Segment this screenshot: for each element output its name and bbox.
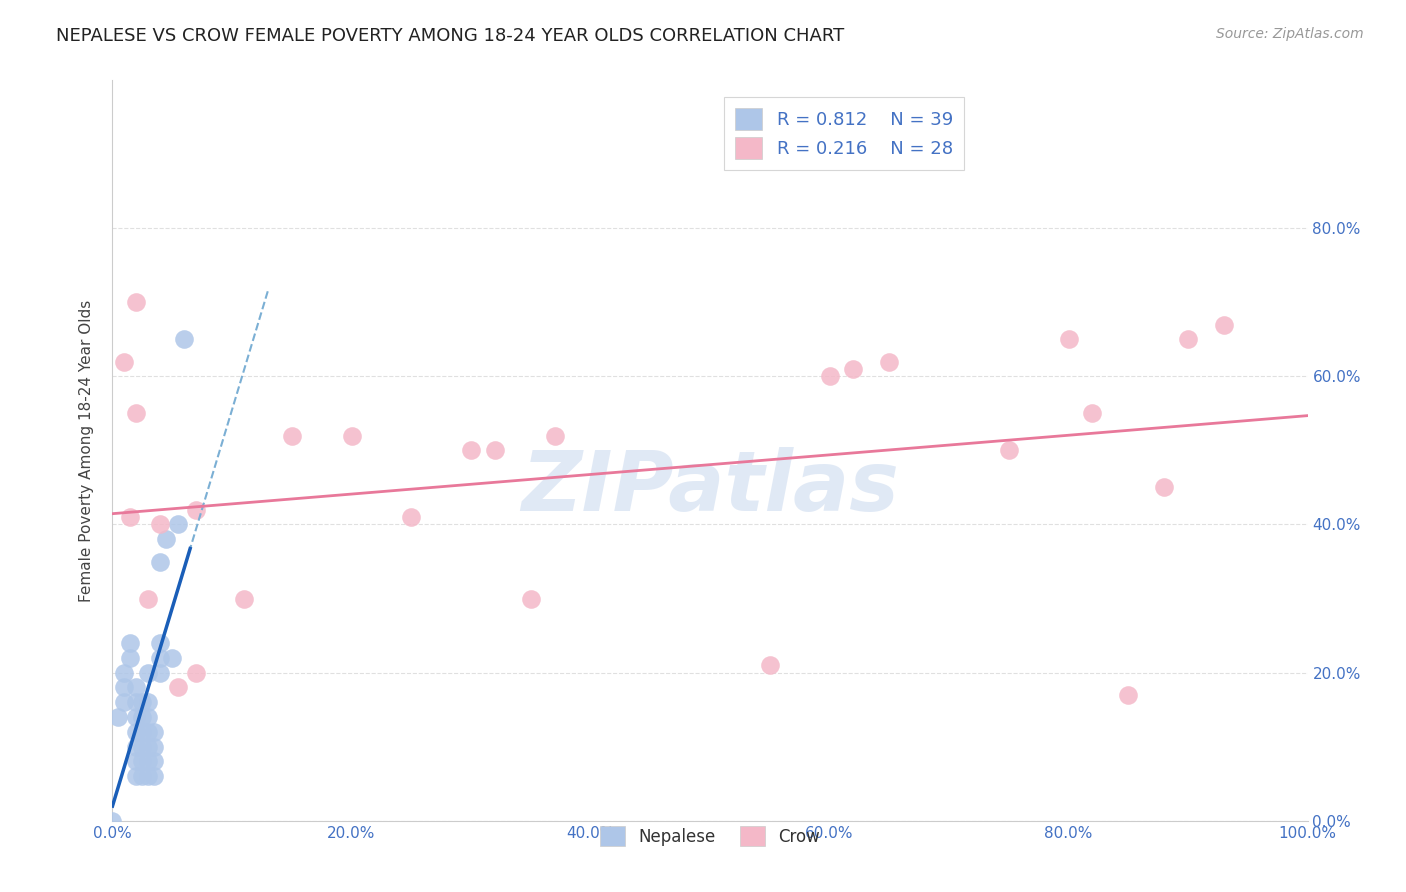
Point [120,636,142,650]
Point [1081,407,1104,421]
Point [143,739,166,754]
Point [131,724,153,739]
Point [107,710,129,724]
Point [138,695,160,709]
Point [114,695,135,709]
Point [125,695,148,709]
Point [186,502,208,516]
Point [233,591,256,606]
Point [143,724,166,739]
Point [125,739,148,754]
Point [173,332,195,346]
Point [138,739,160,754]
Point [998,443,1021,458]
Point [138,710,160,724]
Point [138,724,160,739]
Point [138,769,160,783]
Point [114,665,135,680]
Point [340,428,363,442]
Point [131,739,153,754]
Point [138,665,160,680]
Point [401,510,423,524]
Point [842,362,865,376]
Point [125,724,148,739]
Point [281,428,304,442]
Point [114,354,135,368]
Point [131,695,153,709]
Point [149,665,172,680]
Point [101,814,124,828]
Point [186,665,208,680]
Point [1057,332,1080,346]
Point [1118,688,1140,702]
Point [125,295,148,310]
Text: ZIPatlas: ZIPatlas [522,447,898,528]
Point [149,555,172,569]
Point [143,769,166,783]
Point [1153,480,1175,494]
Point [167,517,190,532]
Point [114,681,135,695]
Point [149,636,172,650]
Text: Source: ZipAtlas.com: Source: ZipAtlas.com [1216,27,1364,41]
Text: NEPALESE VS CROW FEMALE POVERTY AMONG 18-24 YEAR OLDS CORRELATION CHART: NEPALESE VS CROW FEMALE POVERTY AMONG 18… [56,27,845,45]
Point [818,369,841,384]
Point [131,710,153,724]
Point [1177,332,1199,346]
Point [759,658,782,673]
Point [131,755,153,769]
Point [162,650,183,665]
Point [125,681,148,695]
Point [125,755,148,769]
Point [167,681,190,695]
Point [460,443,482,458]
Point [120,650,142,665]
Point [125,769,148,783]
Point [131,769,153,783]
Point [143,755,166,769]
Legend: Nepalese, Crow: Nepalese, Crow [593,820,827,853]
Point [138,591,160,606]
Point [149,517,172,532]
Point [484,443,506,458]
Y-axis label: Female Poverty Among 18-24 Year Olds: Female Poverty Among 18-24 Year Olds [79,300,94,601]
Point [125,710,148,724]
Point [149,650,172,665]
Point [520,591,543,606]
Point [120,510,142,524]
Point [125,407,148,421]
Point [1213,318,1236,332]
Point [138,755,160,769]
Point [543,428,565,442]
Point [879,354,901,368]
Point [155,533,177,547]
